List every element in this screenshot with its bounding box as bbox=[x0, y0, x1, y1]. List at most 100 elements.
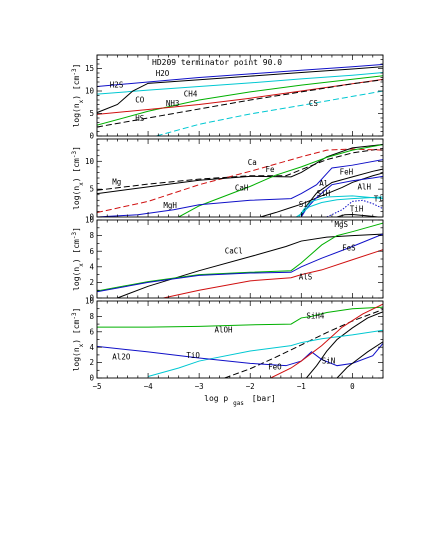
panel-2-series bbox=[97, 144, 383, 217]
series-line-co bbox=[97, 66, 383, 114]
series-label-nh3: NH3 bbox=[166, 99, 180, 108]
series-line-ca bbox=[97, 148, 383, 214]
y-tick-label: 4 bbox=[89, 343, 94, 352]
x-axis-label: log p gas [bar] bbox=[204, 394, 276, 407]
y-tick-label: 2 bbox=[89, 358, 94, 367]
series-label-aloh: AlOH bbox=[215, 326, 234, 335]
series-line-sih bbox=[298, 195, 383, 217]
chart-title: HD209 terminator point 90.0 bbox=[152, 58, 282, 67]
series-line-als bbox=[163, 249, 383, 298]
y-tick-label: 10 bbox=[85, 87, 95, 96]
series-label-cs: CS bbox=[309, 99, 319, 108]
x-tick-label: −2 bbox=[246, 382, 255, 391]
x-tick-label: −4 bbox=[144, 382, 154, 391]
y-tick-label: 10 bbox=[85, 216, 95, 225]
series-label-sin: SiN bbox=[322, 356, 336, 365]
y-tick-label: 5 bbox=[89, 185, 94, 194]
series-line-sin bbox=[336, 341, 383, 378]
series-label-mg: Mg bbox=[112, 178, 121, 187]
x-axis-label-main: log p bbox=[204, 394, 228, 403]
y-tick-label: 0 bbox=[89, 132, 94, 141]
series-line-al bbox=[260, 172, 383, 217]
series-label-als: AlS bbox=[299, 272, 313, 281]
series-line-cs bbox=[154, 90, 383, 136]
series-line-ch4 bbox=[97, 75, 383, 126]
series-label-hs: HS bbox=[135, 114, 145, 123]
series-label-si: Si bbox=[299, 200, 308, 209]
series-label-cacl: CaCl bbox=[225, 247, 243, 256]
y-axis-label: log(nx) [cm-3] bbox=[71, 227, 85, 291]
x-tick-label: −5 bbox=[92, 382, 101, 391]
series-label-mgh: MgH bbox=[163, 201, 177, 210]
series-label-fes: FeS bbox=[342, 243, 356, 252]
y-tick-label: 15 bbox=[85, 64, 94, 73]
series-label-h2o: H2O bbox=[156, 69, 170, 78]
series-label-al2o: Al2O bbox=[112, 353, 131, 362]
series-label-feo: FeO bbox=[268, 363, 282, 372]
series-line-al2o bbox=[97, 343, 383, 367]
series-line-fe bbox=[97, 144, 383, 195]
series-label-feh: FeH bbox=[340, 168, 354, 177]
y-tick-label: 10 bbox=[85, 157, 95, 166]
series-line-mgh bbox=[97, 159, 383, 217]
series-line-feh bbox=[300, 168, 383, 217]
y-tick-label: 0 bbox=[89, 374, 94, 383]
series-line-h2s bbox=[97, 72, 383, 95]
y-tick-label: 0 bbox=[89, 213, 94, 222]
series-label-fe: Fe bbox=[266, 165, 276, 174]
series-line-sih4-dash bbox=[224, 309, 383, 378]
series-line-mgs bbox=[97, 222, 383, 292]
panel-1-series bbox=[97, 63, 383, 136]
series-label-tio: TiO bbox=[186, 351, 200, 360]
series-label-sih4: SiH4 bbox=[306, 312, 325, 321]
panel-4-series bbox=[97, 303, 383, 378]
series-label-mgs: MgS bbox=[335, 220, 349, 229]
x-axis-label-unit: [bar] bbox=[252, 394, 276, 403]
y-axis-label: log(nx) [cm-3] bbox=[71, 64, 85, 128]
x-tick-label: 0 bbox=[350, 382, 355, 391]
series-label-h2s: H2S bbox=[110, 80, 124, 89]
series-line-fes bbox=[97, 233, 383, 293]
series-line-h2o bbox=[97, 63, 383, 87]
series-line-cah bbox=[178, 144, 383, 217]
series-line-sih4 bbox=[306, 311, 383, 378]
series-label-sih: SiH bbox=[317, 189, 331, 198]
series-label-al: Al bbox=[319, 179, 328, 188]
series-line-si bbox=[295, 196, 383, 217]
x-tick-labels: −5 −4 −3 −2 −1 0 bbox=[92, 382, 355, 391]
panel-4-frame bbox=[96, 300, 384, 379]
y-tick-label: 6 bbox=[89, 327, 94, 336]
y-tick-label: 5 bbox=[89, 109, 94, 118]
panel-3-series bbox=[97, 222, 383, 298]
panel-2-frame bbox=[96, 138, 384, 218]
y-axis-label: log(nx) [cm-3] bbox=[71, 308, 85, 372]
y-tick-label: 8 bbox=[89, 312, 94, 321]
y-tick-label: 0 bbox=[89, 294, 94, 303]
series-line-aloh bbox=[97, 306, 383, 328]
series-label-cah: CaH bbox=[235, 183, 249, 192]
y-tick-label: 6 bbox=[89, 247, 94, 256]
series-line-cacl bbox=[117, 233, 383, 298]
x-tick-label: −3 bbox=[195, 382, 204, 391]
series-label-tih: TiH bbox=[350, 204, 364, 213]
y-tick-label: 10 bbox=[85, 297, 95, 306]
y-tick-label: 2 bbox=[89, 278, 94, 287]
series-label-ti: Ti bbox=[374, 194, 383, 203]
series-line-tio bbox=[147, 329, 383, 377]
series-label-ch4: CH4 bbox=[184, 89, 198, 98]
series-label-co: CO bbox=[135, 95, 145, 104]
y-tick-label: 4 bbox=[89, 262, 94, 271]
series-line-mg bbox=[97, 147, 383, 191]
x-axis-label-sub: gas bbox=[233, 400, 244, 407]
x-tick-label: −1 bbox=[297, 382, 306, 391]
series-line-feo bbox=[270, 303, 383, 378]
series-line-hs bbox=[97, 79, 383, 128]
y-axis-label: log(nx) [cm-3] bbox=[71, 146, 85, 210]
panel-2: Mg Ca Fe CaH MgH Al FeH AlH SiH Si Ti TiH 0 5 10log(nx… bbox=[71, 138, 384, 222]
series-label-ca: Ca bbox=[248, 158, 257, 167]
